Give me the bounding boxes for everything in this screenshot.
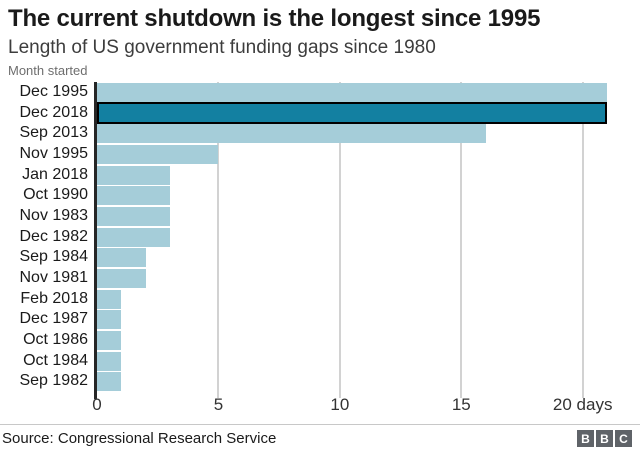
bar bbox=[97, 124, 486, 144]
chart-title: The current shutdown is the longest sinc… bbox=[8, 5, 541, 32]
y-axis-label: Dec 1995 bbox=[19, 83, 89, 100]
bbc-logo-letter: C bbox=[615, 430, 632, 447]
y-axis-label: Oct 1990 bbox=[23, 186, 88, 204]
y-axis-label: Dec 1987 bbox=[19, 310, 89, 328]
bbc-logo-letter: B bbox=[596, 430, 613, 447]
bar bbox=[97, 351, 122, 371]
bar bbox=[97, 145, 219, 164]
bar bbox=[97, 165, 170, 185]
y-axis-label: Sep 1982 bbox=[19, 372, 88, 390]
y-axis-label: Oct 1984 bbox=[23, 351, 88, 369]
axis-line bbox=[94, 82, 97, 399]
bar bbox=[97, 331, 122, 351]
bar-chart: Dec 1995 Dec 2018 Sep 2013 Nov 1995 Jan 2018… bbox=[0, 82, 640, 417]
bar bbox=[97, 186, 170, 206]
gridline bbox=[581, 82, 584, 398]
y-axis-label: Sep 1984 bbox=[19, 248, 88, 266]
y-axis-label: Oct 1986 bbox=[23, 331, 88, 349]
bar bbox=[97, 310, 122, 330]
y-axis-label: Nov 1981 bbox=[19, 269, 89, 287]
y-axis-label: Sep 2013 bbox=[19, 124, 88, 142]
source-credit: Source: Congressional Research Service bbox=[2, 430, 277, 447]
gridline bbox=[460, 82, 463, 398]
bar bbox=[97, 248, 146, 268]
x-axis-tick-label: 10 bbox=[330, 395, 350, 414]
gridline bbox=[217, 82, 220, 398]
bar bbox=[97, 289, 122, 309]
y-axis-label: Nov 1995 bbox=[19, 145, 89, 162]
y-axis-label: Dec 1982 bbox=[19, 227, 89, 245]
y-axis-label: Jan 2018 bbox=[22, 165, 88, 183]
y-axis-label: Feb 2018 bbox=[20, 289, 88, 307]
bar-highlighted bbox=[97, 102, 607, 125]
bar bbox=[97, 269, 146, 289]
y-axis-note: Month started bbox=[8, 63, 88, 78]
x-axis-tick-label: 20 days bbox=[552, 395, 613, 414]
x-axis-tick-label: 5 bbox=[213, 395, 224, 414]
bbc-logo-letter: B bbox=[577, 430, 594, 447]
footer-divider bbox=[0, 424, 640, 425]
gridline bbox=[338, 82, 341, 398]
y-axis-label: Nov 1983 bbox=[19, 207, 89, 225]
chart-subtitle: Length of US government funding gaps sin… bbox=[8, 37, 436, 58]
bar bbox=[97, 227, 170, 247]
x-axis-tick-label: 15 bbox=[451, 395, 471, 414]
bar bbox=[97, 372, 122, 392]
bar bbox=[97, 83, 607, 102]
y-axis-label: Dec 2018 bbox=[19, 103, 89, 121]
x-axis-tick-label: 0 bbox=[92, 395, 102, 414]
bar bbox=[97, 207, 170, 227]
